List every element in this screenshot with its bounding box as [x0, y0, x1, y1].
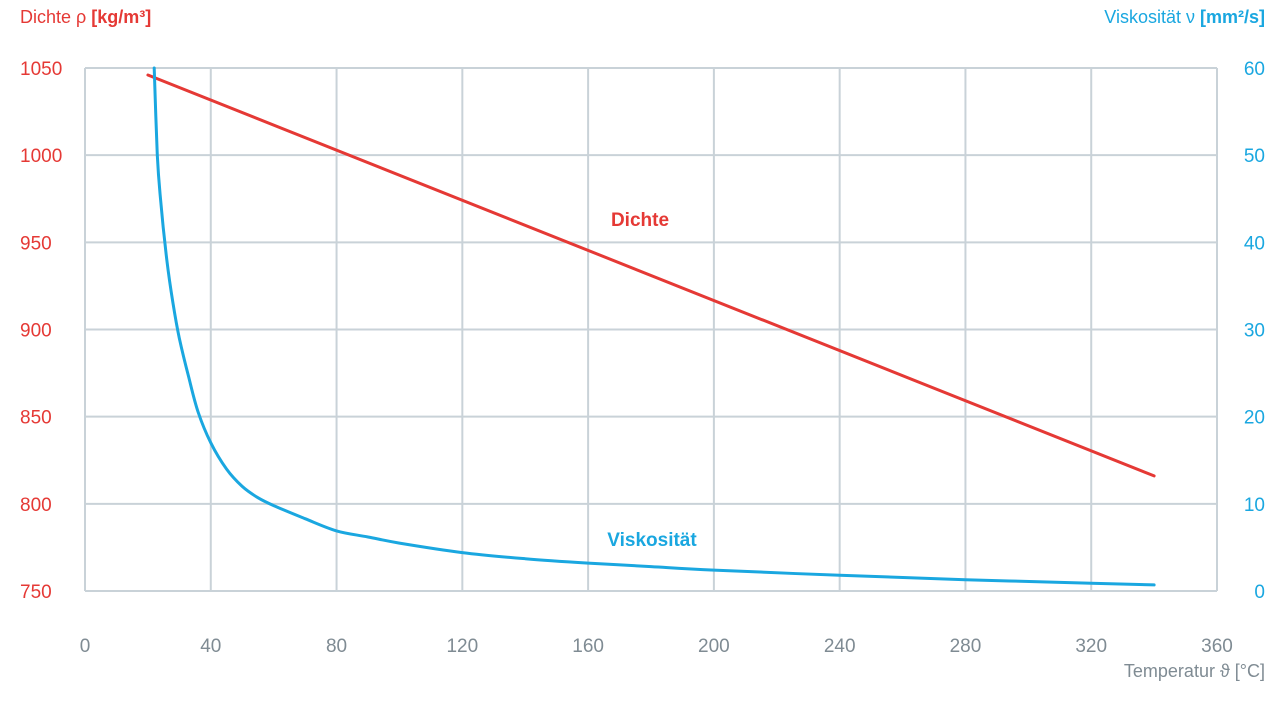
left-tick-label: 950	[20, 233, 52, 254]
x-tick-label: 240	[824, 636, 856, 657]
x-tick-label: 280	[950, 636, 982, 657]
x-axis-title: Temperatur ϑ [°C]	[1124, 661, 1265, 681]
left-tick-label: 1000	[20, 146, 62, 167]
series-line-density	[146, 73, 1156, 478]
right-tick-label: 30	[1244, 321, 1265, 342]
right-tick-label: 0	[1254, 582, 1265, 603]
right-tick-label: 10	[1244, 495, 1265, 516]
x-axis-title-unit: [°C]	[1235, 661, 1265, 681]
right-axis-title-unit: [mm²/s]	[1200, 7, 1265, 27]
right-tick-label: 40	[1244, 233, 1265, 254]
left-axis-title: Dichte ρ [kg/m³]	[20, 7, 151, 27]
series-label-viscosity: Viskosität	[607, 530, 697, 551]
tick-labels: 750 800 850 900 950 1000 1050 0 10 20 30 40 50 60 0 40 8…	[20, 59, 1265, 657]
x-tick-label: 80	[326, 636, 347, 657]
left-tick-label: 900	[20, 321, 52, 342]
x-tick-label: 200	[698, 636, 730, 657]
x-tick-label: 0	[80, 636, 91, 657]
series-layer	[146, 66, 1156, 587]
left-tick-label: 850	[20, 408, 52, 429]
right-axis-title-prefix: Viskosität ν	[1104, 7, 1200, 27]
x-axis-title-prefix: Temperatur ϑ	[1124, 661, 1235, 681]
left-tick-label: 1050	[20, 59, 62, 80]
series-line-viscosity	[152, 66, 1156, 587]
x-tick-label: 360	[1201, 636, 1233, 657]
x-tick-label: 40	[200, 636, 221, 657]
right-tick-label: 60	[1244, 59, 1265, 80]
left-tick-label: 750	[20, 582, 52, 603]
left-axis-title-unit: [kg/m³]	[91, 7, 151, 27]
axis-titles: Dichte ρ [kg/m³] Viskosität ν [mm²/s] Te…	[20, 7, 1265, 681]
series-label-density: Dichte	[611, 210, 669, 231]
x-tick-label: 120	[446, 636, 478, 657]
right-axis-title: Viskosität ν [mm²/s]	[1104, 7, 1265, 27]
left-axis-title-prefix: Dichte ρ	[20, 7, 91, 27]
grid	[84, 67, 1218, 592]
x-tick-label: 320	[1075, 636, 1107, 657]
right-tick-label: 20	[1244, 408, 1265, 429]
left-tick-label: 800	[20, 495, 52, 516]
x-tick-label: 160	[572, 636, 604, 657]
right-tick-label: 50	[1244, 146, 1265, 167]
